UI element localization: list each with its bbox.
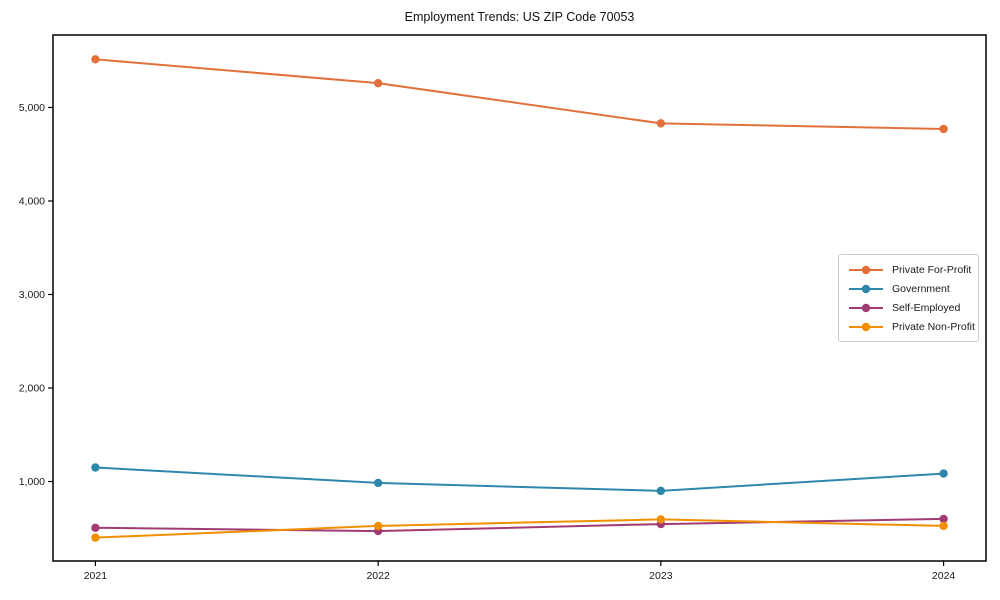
x-tick-label: 2022 [366, 570, 390, 582]
legend-item: Private For-Profit [848, 261, 972, 278]
data-point-marker [939, 469, 948, 478]
data-point-marker [91, 55, 100, 64]
series-line-government [94, 466, 945, 492]
y-tick-label: 2,000 [19, 383, 45, 395]
legend-line-marker-icon [849, 284, 883, 293]
series-line-private-non-profit [94, 518, 945, 539]
y-tick-label: 3,000 [19, 289, 45, 301]
legend-item: Private Non-Profit [848, 318, 975, 335]
y-tick-label: 1,000 [19, 476, 45, 488]
x-tick-label: 2021 [84, 570, 108, 582]
x-tick-label: 2024 [932, 570, 956, 582]
legend-line-marker-icon [849, 265, 883, 274]
y-tick-label: 4,000 [19, 196, 45, 208]
series-line-self-employed [94, 517, 945, 533]
legend-item: Self-Employed [848, 299, 970, 316]
data-point-marker [656, 486, 666, 496]
legend-label: Government [892, 282, 950, 295]
data-point-marker [656, 515, 666, 524]
legend-line-marker-icon [849, 303, 883, 312]
legend-label: Self-Employed [892, 301, 961, 314]
legend: Private For-Profit Government Self-Employe… [838, 254, 979, 342]
axes-frame [52, 34, 987, 562]
y-tick-label: 5,000 [19, 102, 45, 114]
data-point-marker [939, 514, 948, 524]
legend-label: Private Non-Profit [892, 320, 975, 333]
x-tick-label: 2023 [649, 570, 673, 582]
legend-line-marker-icon [849, 322, 883, 331]
data-point-marker [656, 119, 666, 128]
data-point-marker [373, 478, 383, 488]
chart-title: Employment Trends: US ZIP Code 70053 [404, 10, 635, 24]
data-point-marker [373, 521, 383, 531]
data-point-marker [91, 533, 100, 542]
data-point-marker [91, 523, 100, 533]
data-point-marker [939, 521, 948, 531]
data-point-marker [91, 463, 100, 472]
data-point-marker [939, 124, 948, 134]
series-line-private-for-profit [94, 58, 945, 130]
legend-label: Private For-Profit [892, 263, 972, 276]
legend-item: Government [848, 280, 970, 297]
data-point-marker [373, 78, 383, 88]
